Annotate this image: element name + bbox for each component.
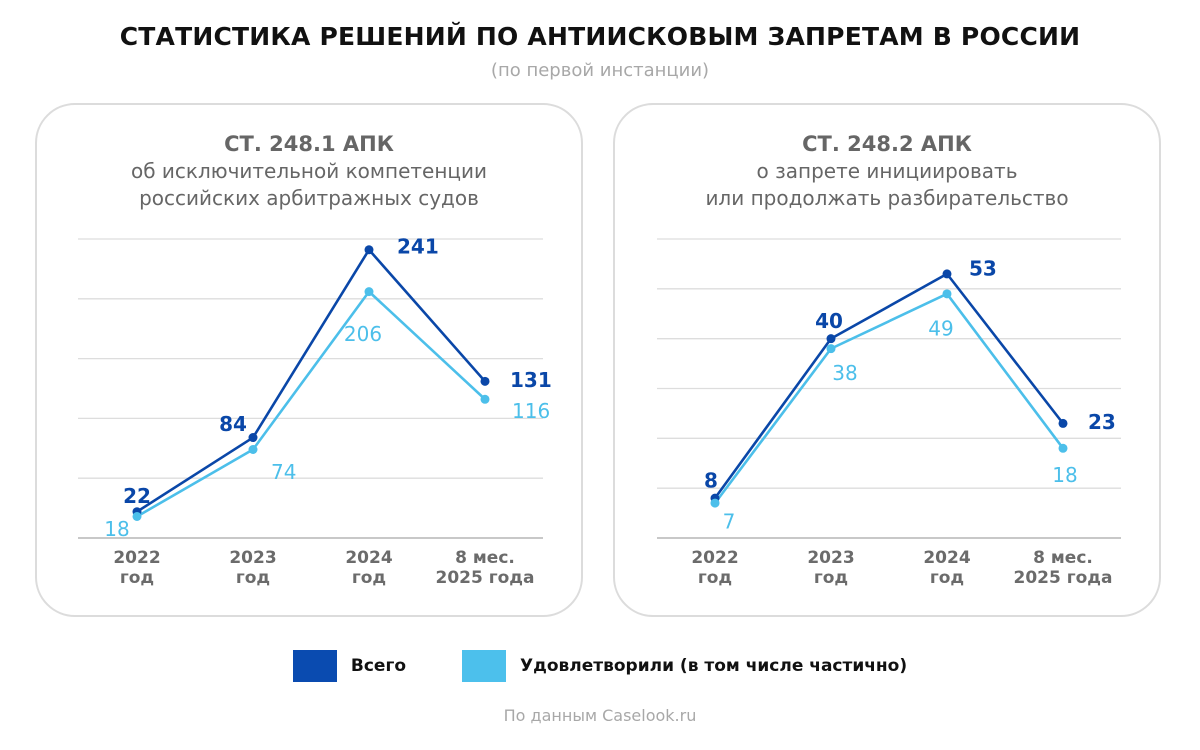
x-tick-label: 2022 (113, 548, 160, 568)
x-tick-label: 8 мес. (1033, 548, 1093, 568)
data-label-satisfied: 7 (723, 510, 736, 534)
data-point-satisfied (480, 394, 490, 404)
panel-subtitle-line: об исключительной компетенции (130, 159, 488, 183)
series-line-total (713, 272, 1065, 499)
chart-panel-248-1: СТ. 248.1 АПК об исключительной компетен… (35, 103, 583, 617)
x-tick-label: год (814, 568, 848, 588)
x-tick-label: 2024 (923, 548, 970, 568)
series-line-satisfied (136, 290, 486, 518)
data-point-satisfied (132, 511, 142, 521)
x-tick-label: 2024 (345, 548, 392, 568)
data-point-total (248, 433, 258, 443)
data-label-satisfied: 116 (512, 399, 550, 423)
x-tick-label: 2022 (691, 548, 738, 568)
data-point-satisfied (942, 289, 952, 299)
series-line-satisfied (713, 292, 1065, 504)
panel-title: СТ. 248.1 АПК (224, 132, 394, 156)
data-point-total (942, 269, 952, 279)
page-title: СТАТИСТИКА РЕШЕНИЙ ПО АНТИИСКОВЫМ ЗАПРЕТ… (119, 22, 1081, 51)
data-label-total: 22 (123, 484, 151, 508)
x-tick-label: год (698, 568, 732, 588)
panel-subtitle-line: о запрете инициировать (756, 159, 1018, 183)
data-label-total: 241 (397, 234, 439, 258)
legend-label: Всего (350, 656, 407, 676)
panel-subtitle-line: или продолжать разбирательство (705, 186, 1069, 210)
data-label-satisfied: 49 (928, 316, 953, 340)
data-point-satisfied (1058, 443, 1068, 453)
chart-panel-248-2: СТ. 248.2 АПК о запрете инициировать или… (613, 103, 1161, 617)
data-point-total (1058, 418, 1068, 428)
data-label-total: 8 (704, 469, 718, 493)
panel-title: СТ. 248.2 АПК (802, 132, 972, 156)
x-tick-label: 2025 года (1014, 568, 1113, 588)
panel-header: СТ. 248.2 АПК о запрете инициировать или… (615, 131, 1159, 212)
data-label-total: 131 (510, 368, 552, 392)
data-label-satisfied: 18 (104, 517, 129, 541)
data-label-total: 84 (219, 412, 247, 436)
data-point-satisfied (364, 287, 374, 297)
source-note: По данным Caselook.ru (503, 706, 697, 725)
data-point-total (480, 376, 490, 386)
series-line-total (136, 248, 486, 513)
data-label-total: 40 (815, 309, 843, 333)
legend-item-total: Всего (292, 650, 407, 682)
x-tick-label: год (236, 568, 270, 588)
x-tick-label: 2023 (229, 548, 276, 568)
x-tick-label: год (352, 568, 386, 588)
x-tick-label: год (930, 568, 964, 588)
data-label-total: 23 (1088, 410, 1116, 434)
data-label-satisfied: 18 (1052, 463, 1077, 487)
panel-subtitle-line: российских арбитражных судов (139, 186, 479, 210)
legend-swatch-total (292, 650, 337, 682)
legend: Всего Удовлетворили (в том числе частичн… (0, 650, 1200, 682)
legend-swatch-satisfied (462, 650, 507, 682)
data-label-satisfied: 38 (832, 361, 857, 385)
data-point-satisfied (710, 498, 720, 508)
legend-label: Удовлетворили (в том числе частично) (520, 656, 908, 676)
data-point-total (826, 334, 836, 344)
x-tick-label: год (120, 568, 154, 588)
data-label-total: 53 (969, 256, 997, 280)
x-tick-label: 8 мес. (455, 548, 515, 568)
legend-item-satisfied: Удовлетворили (в том числе частично) (462, 650, 907, 682)
panel-header: СТ. 248.1 АПК об исключительной компетен… (37, 131, 581, 212)
data-point-satisfied (826, 344, 836, 354)
page-subtitle: (по первой инстанции) (490, 60, 710, 81)
x-tick-label: 2023 (807, 548, 854, 568)
data-point-satisfied (248, 444, 258, 454)
x-tick-label: 2025 года (436, 568, 535, 588)
data-label-satisfied: 74 (271, 460, 296, 484)
data-label-satisfied: 206 (344, 322, 382, 346)
data-point-total (364, 245, 374, 255)
